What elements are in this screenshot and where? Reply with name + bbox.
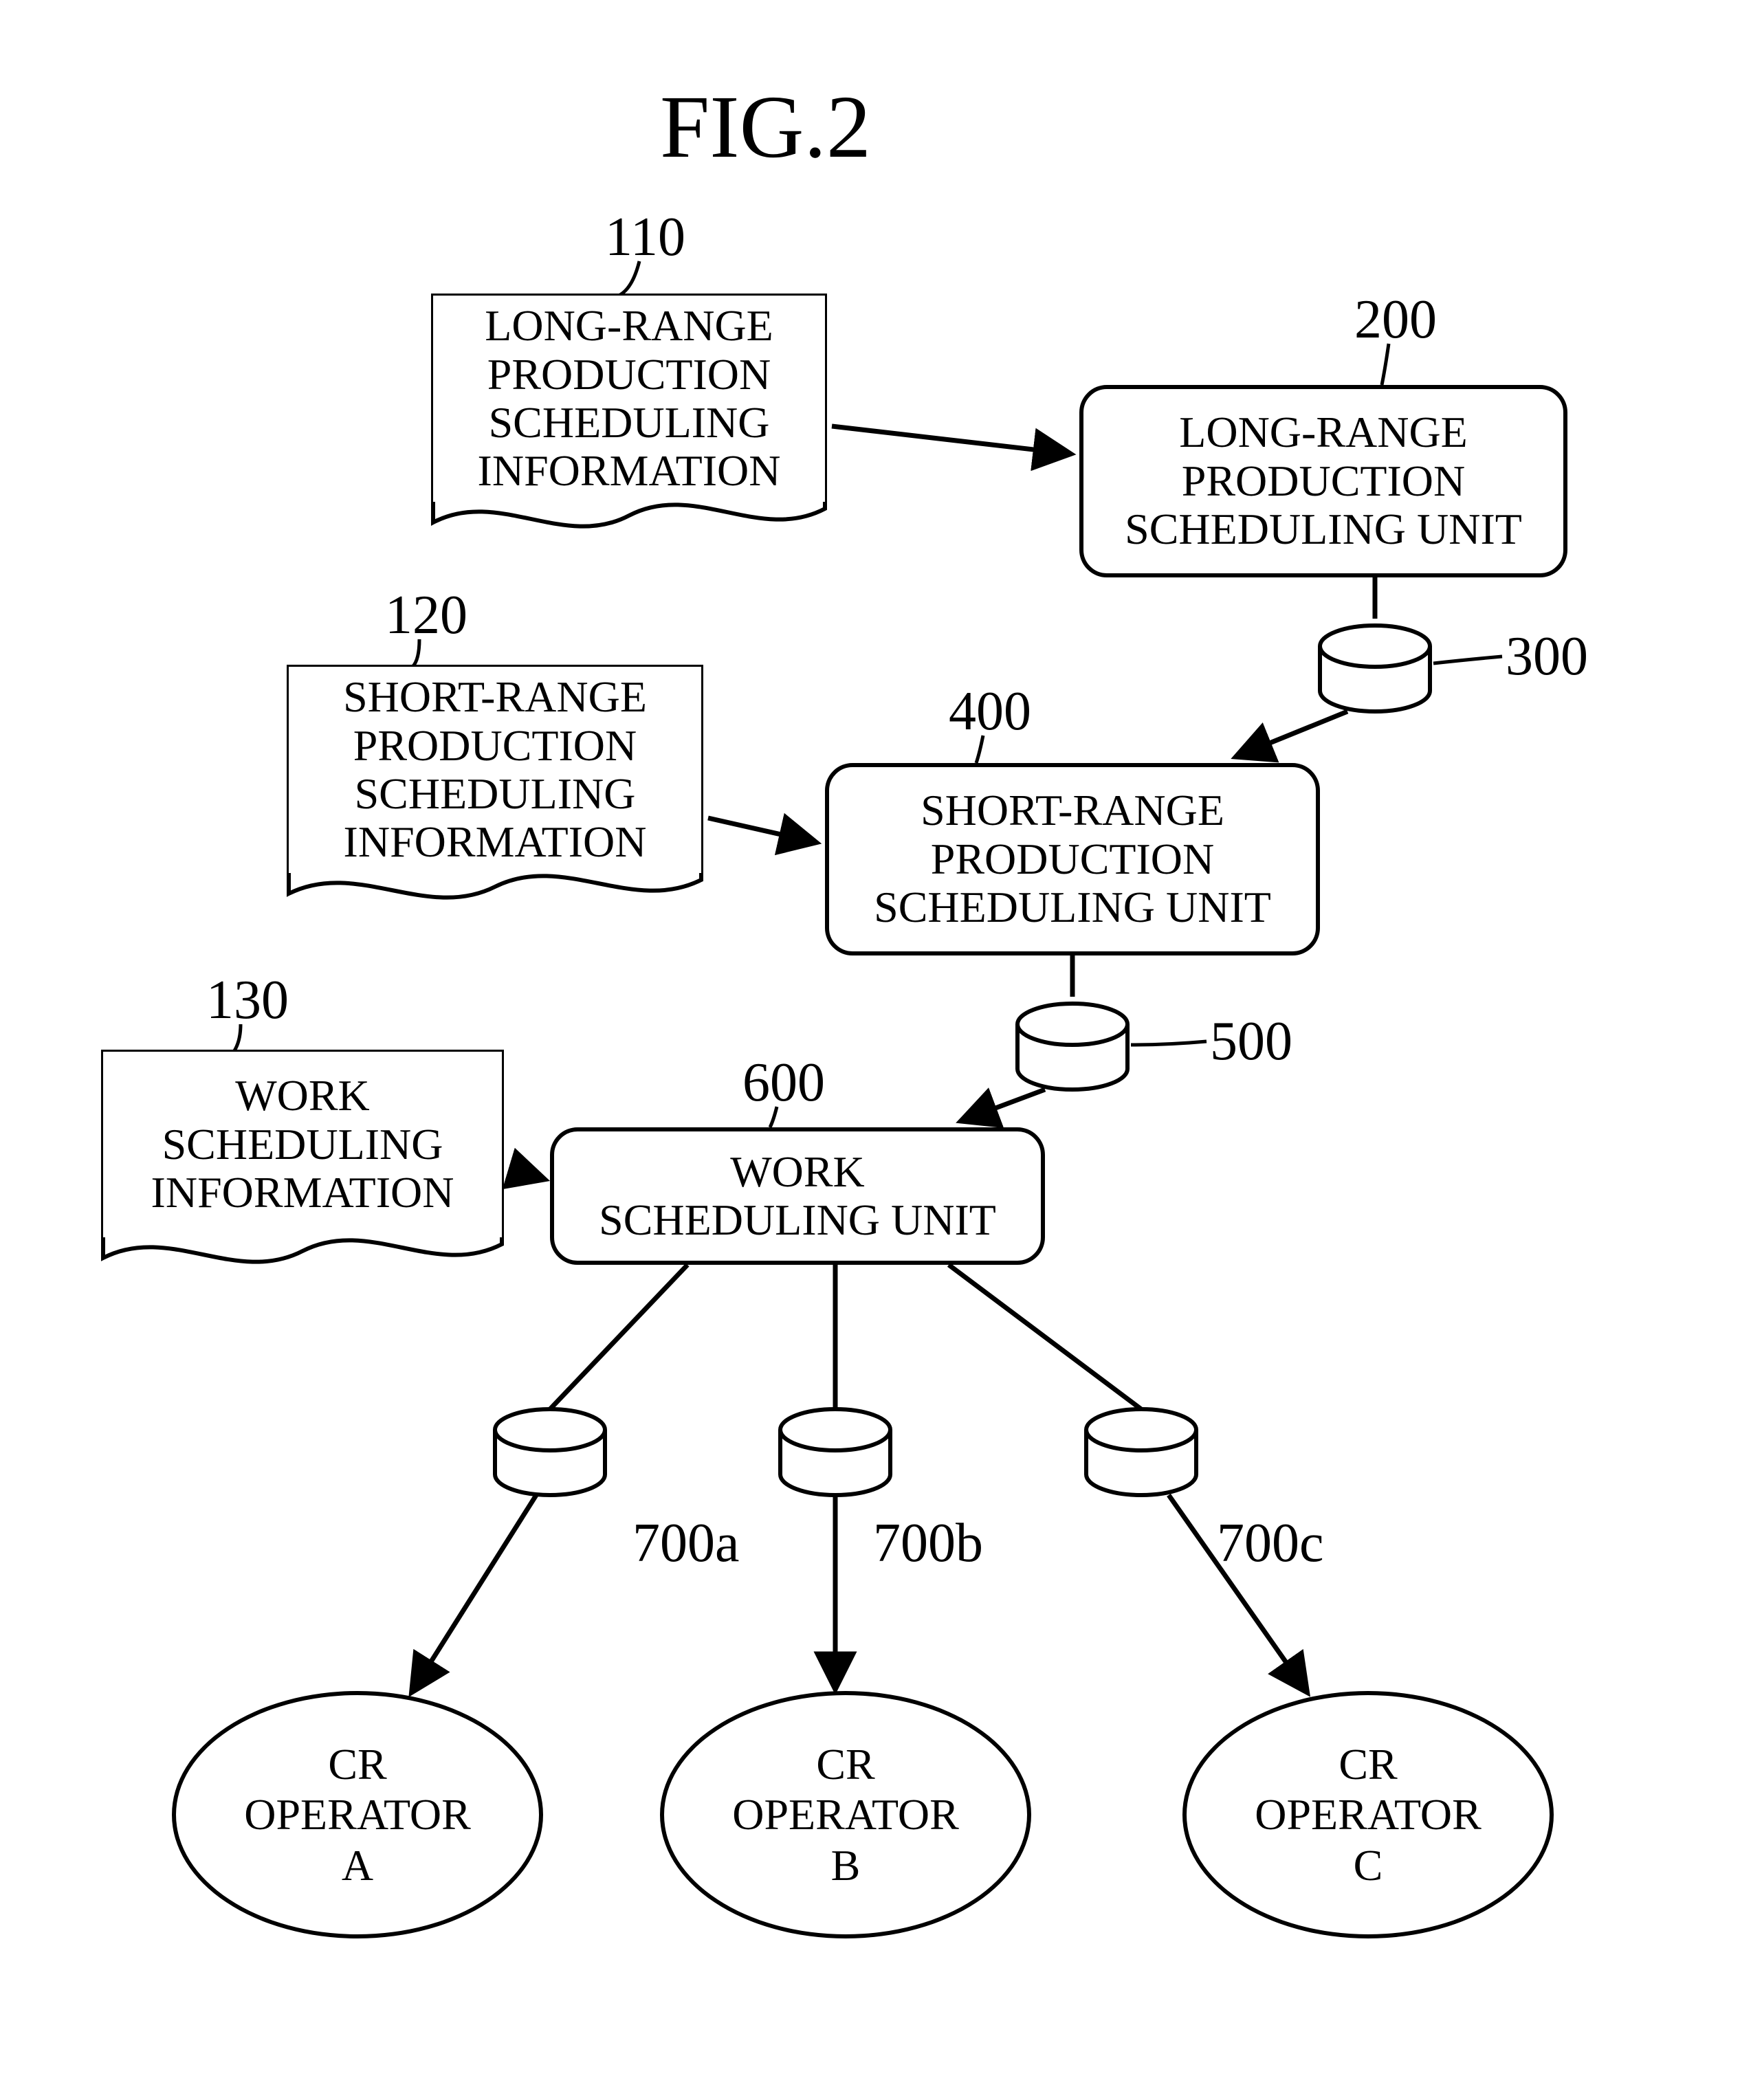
ref-700a: 700a [632, 1512, 740, 1575]
ref-500: 500 [1210, 1010, 1292, 1073]
operator-a: CR OPERATOR A [172, 1691, 543, 1938]
unit-work: WORK SCHEDULING UNIT [550, 1127, 1045, 1265]
doc-long-range-info: LONG-RANGE PRODUCTION SCHEDULING INFORMA… [433, 296, 825, 502]
unit-short-range-text: SHORT-RANGE PRODUCTION SCHEDULING UNIT [874, 786, 1271, 931]
ref-700b: 700b [873, 1512, 983, 1575]
ref-200: 200 [1354, 289, 1437, 351]
operator-c-text: CR OPERATOR C [1255, 1739, 1482, 1891]
ref-600: 600 [742, 1052, 825, 1114]
unit-long-range: LONG-RANGE PRODUCTION SCHEDULING UNIT [1079, 385, 1567, 577]
unit-work-text: WORK SCHEDULING UNIT [599, 1148, 996, 1245]
operator-c: CR OPERATOR C [1182, 1691, 1554, 1938]
doc-work-info: WORK SCHEDULING INFORMATION [103, 1052, 502, 1237]
unit-short-range: SHORT-RANGE PRODUCTION SCHEDULING UNIT [825, 763, 1320, 955]
unit-long-range-text: LONG-RANGE PRODUCTION SCHEDULING UNIT [1125, 408, 1522, 553]
operator-b: CR OPERATOR B [660, 1691, 1031, 1938]
ref-110: 110 [605, 206, 685, 269]
doc-work-info-text: WORK SCHEDULING INFORMATION [151, 1072, 454, 1217]
ref-120: 120 [385, 584, 467, 647]
diagram-canvas: FIG.2 LONG-RANGE PRODUCTION SCHEDULING I… [0, 0, 1751, 2100]
ref-400: 400 [949, 681, 1031, 743]
ref-700c: 700c [1217, 1512, 1324, 1575]
doc-short-range-info: SHORT-RANGE PRODUCTION SCHEDULING INFORM… [289, 667, 701, 873]
operator-b-text: CR OPERATOR B [732, 1739, 959, 1891]
operator-a-text: CR OPERATOR A [244, 1739, 471, 1891]
ref-130: 130 [206, 969, 289, 1032]
ref-300: 300 [1506, 626, 1588, 688]
figure-title: FIG.2 [660, 76, 871, 179]
doc-short-range-info-text: SHORT-RANGE PRODUCTION SCHEDULING INFORM… [343, 673, 647, 867]
doc-long-range-info-text: LONG-RANGE PRODUCTION SCHEDULING INFORMA… [478, 302, 781, 496]
